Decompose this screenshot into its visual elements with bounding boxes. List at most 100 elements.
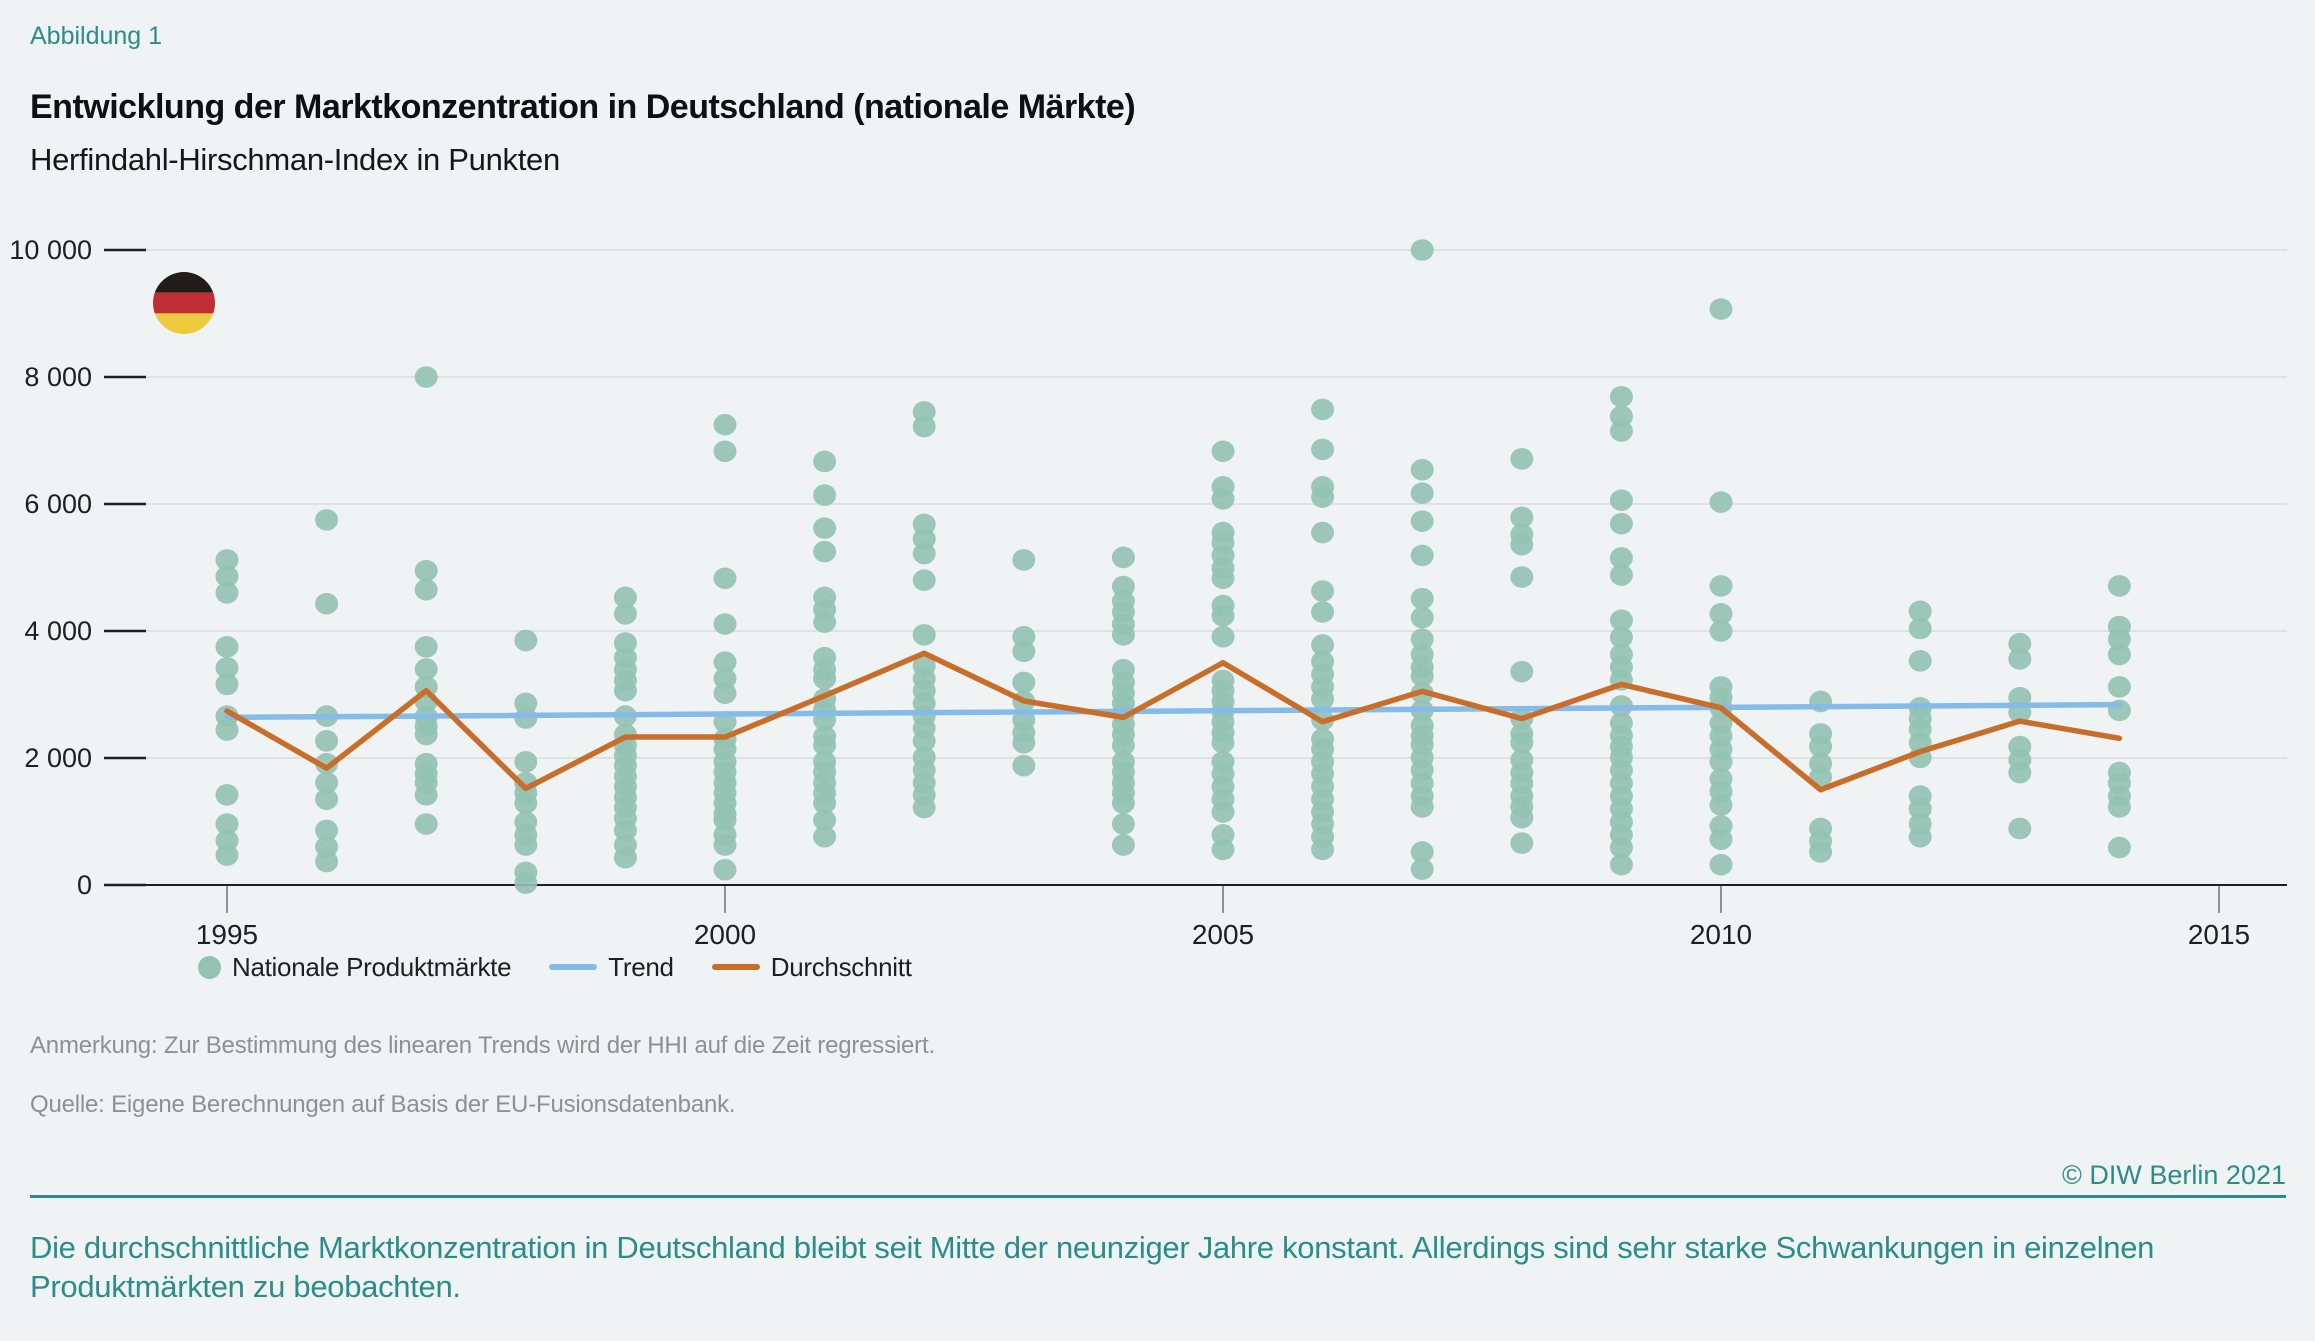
scatter-point [1111,813,1135,835]
scatter-point [315,788,339,811]
scatter-point [2008,632,2032,655]
y-axis-tick-label: 6 000 [24,489,92,519]
scatter-point [1012,640,1036,663]
scatter-point [1908,617,1932,640]
x-axis-tick-label: 1995 [196,919,258,950]
scatter-point [813,540,837,563]
scatter-point [713,440,737,463]
scatter-point [215,673,239,696]
scatter-point [613,846,637,869]
scatter-point [1211,625,1235,648]
chart-source: Quelle: Eigene Berechnungen auf Basis de… [30,1091,736,1118]
scatter-point [514,792,538,814]
scatter-point [1510,566,1534,588]
y-axis-tick-label: 0 [77,870,92,900]
scatter-point [1211,440,1235,463]
scatter-point [1211,604,1235,627]
legend-item-trend: Trend [549,952,674,983]
scatter-point [1211,488,1235,510]
scatter-point [1709,620,1733,642]
scatter-point [1709,575,1733,597]
scatter-point [414,723,438,746]
scatter-point [1410,510,1434,532]
scatter-point [1410,458,1434,481]
scatter-point [1510,731,1534,754]
trend-line-icon [549,964,598,970]
scatter-point [1709,828,1733,851]
y-axis-tick-label: 10 000 [9,235,92,265]
scatter-point [1410,606,1434,629]
scatter-point [1510,832,1534,854]
scatter-point [315,850,339,873]
scatter-point [813,667,837,690]
scatter-point [1410,796,1434,818]
scatter-point [713,567,737,590]
scatter-point [414,658,438,680]
scatter-point [1510,506,1534,529]
scatter-point [813,611,837,633]
scatter-point [1410,239,1434,261]
scatter-point [215,582,239,604]
scatter-point [1510,533,1534,556]
y-axis-tick-label: 2 000 [24,743,92,773]
scatter-point [813,792,837,814]
scatter-point [1809,841,1833,863]
scatter-point [1908,825,1932,848]
scatter-point [1609,420,1633,442]
scatter-point [2107,796,2131,818]
scatter-point [1510,660,1534,683]
scatter-series [215,239,2131,894]
scatter-point [514,629,538,652]
scatter-point [514,751,538,773]
chart-legend: Nationale Produktmärkte Trend Durchschni… [198,948,950,986]
divider-rule [30,1195,2286,1198]
legend-label: Durchschnitt [770,951,912,982]
scatter-point [1311,634,1335,656]
scatter-point [1012,754,1036,777]
scatter-point [813,809,837,832]
scatter-point [1609,547,1633,569]
scatter-point [315,730,339,752]
scatter-point [414,578,438,601]
copyright-notice: © DIW Berlin 2021 [2062,1160,2286,1190]
scatter-point [713,413,737,436]
scatter-point [1410,544,1434,567]
scatter-point [1410,482,1434,505]
scatter-point [315,771,339,794]
scatter-point [1311,438,1335,461]
scatter-point [912,730,936,752]
scatter-point [912,415,936,438]
scatter-point [1311,688,1335,710]
scatter-point [1311,601,1335,623]
scatter-point [713,682,737,705]
scatter-point [1609,836,1633,859]
scatter-point [1709,751,1733,773]
scatter-point [1609,512,1633,535]
scatter-point [813,517,837,539]
scatter-point [1410,628,1434,651]
scatter-point [813,450,837,473]
scatter-point [912,796,936,819]
scatter-point [2107,628,2131,651]
scatter-point [1012,671,1036,694]
germany-flag-icon [153,272,215,334]
scatter-point [1709,603,1733,625]
scatter-point [1311,521,1335,544]
scatter-point [215,719,239,741]
scatter-point [2107,575,2131,597]
scatter-point [2107,676,2131,698]
scatter-point [1709,794,1733,816]
scatter-point [1609,385,1633,408]
scatter-point [2107,643,2131,666]
scatter-point [2008,761,2032,784]
scatter-point [215,565,239,588]
average-line-icon [711,964,760,970]
scatter-point [912,624,936,646]
scatter-point [1410,587,1434,610]
scatter-point [215,813,239,835]
x-axis-tick-label: 2000 [694,919,756,950]
scatter-point [1111,834,1135,856]
chart-remark: Anmerkung: Zur Bestimmung des linearen T… [30,1032,935,1059]
scatter-point [215,636,239,658]
scatter-point [613,586,637,609]
